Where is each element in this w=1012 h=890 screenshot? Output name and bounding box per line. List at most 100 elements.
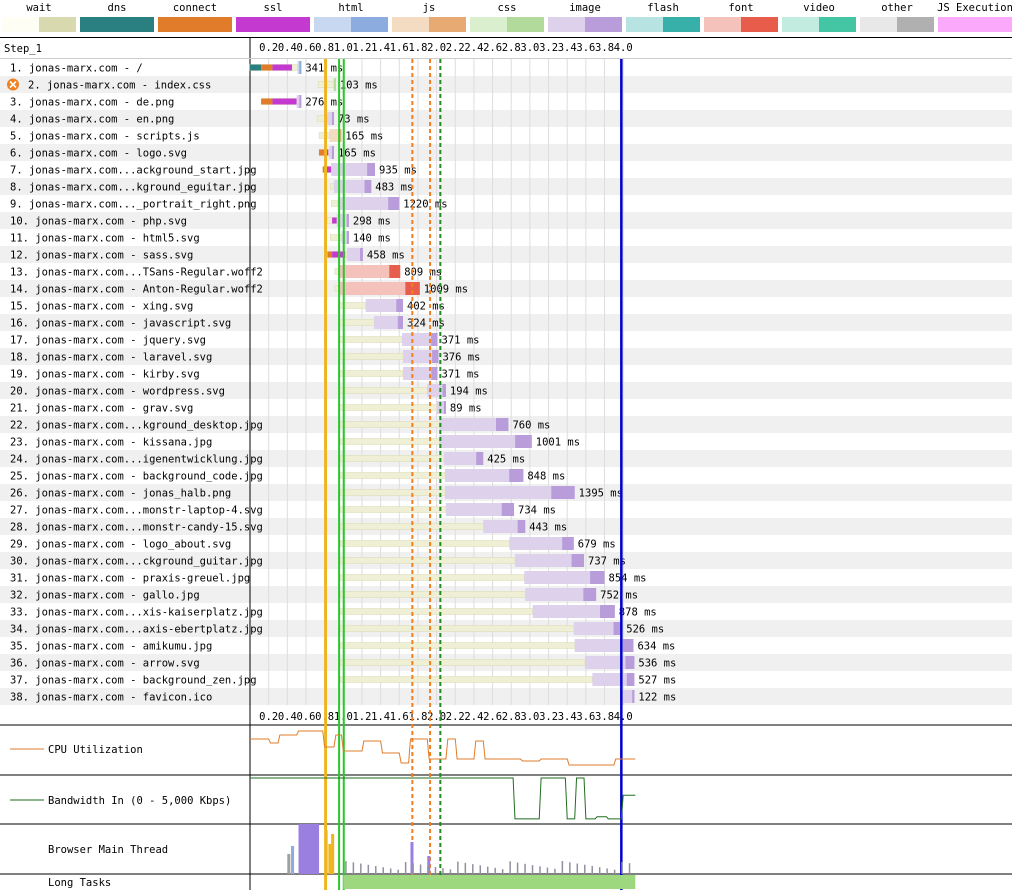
- cpu-series: [250, 730, 636, 766]
- legend-swatch: [704, 17, 778, 32]
- request-row: 15. jonas-marx.com - xing.svg 402 ms: [10, 299, 445, 313]
- request-bar: [622, 690, 635, 703]
- request-bar: [444, 486, 575, 499]
- legend-label: ssl: [263, 2, 283, 14]
- main-thread-spike: [628, 863, 631, 874]
- duration-label: 165 ms: [345, 131, 383, 143]
- main-thread-spike: [287, 854, 291, 874]
- wait-bar: [340, 642, 575, 649]
- wait-bar: [339, 387, 428, 394]
- main-thread-spike: [486, 866, 489, 874]
- request-bar: [347, 248, 363, 261]
- tick-label-bottom: 2.0: [427, 711, 446, 723]
- main-thread-spike: [569, 862, 571, 874]
- main-thread-spike: [531, 865, 534, 874]
- duration-label: 324 ms: [407, 318, 445, 330]
- duration-label: 122 ms: [638, 692, 676, 704]
- main-thread-spike: [613, 869, 616, 874]
- download-bar: [622, 639, 634, 652]
- download-bar: [364, 180, 372, 193]
- download-bar: [331, 146, 334, 159]
- tick-label-top: 3.2: [539, 42, 558, 54]
- download-bar: [590, 571, 605, 584]
- request-row: 19. jonas-marx.com - kirby.svg 371 ms: [10, 367, 479, 381]
- main-thread-spike: [331, 834, 335, 874]
- request-row: 6. jonas-marx.com - logo.svg 165 ms: [10, 146, 376, 160]
- download-bar: [396, 299, 404, 312]
- request-bar: [525, 588, 597, 601]
- row-stripe: [0, 178, 1012, 195]
- request-label: 28. jonas-marx.com...monstr-candy-15.svg: [10, 522, 263, 534]
- request-row: 9. jonas-marx.com..._portrait_right.png 1…: [10, 197, 448, 211]
- legend-swatch: [860, 17, 934, 32]
- download-bar: [600, 605, 615, 618]
- legend: wait dns connect ssl html js css image flash font…: [0, 0, 1012, 34]
- duration-label: 458 ms: [367, 250, 405, 262]
- legend-label: dns: [107, 2, 127, 14]
- step-title: Step_1: [4, 43, 42, 55]
- tick-label-top: 2.4: [464, 42, 483, 54]
- connect-bar: [319, 149, 324, 156]
- legend-swatch: [236, 17, 310, 32]
- main-thread-spike: [479, 865, 482, 874]
- dns-bar: [250, 64, 262, 71]
- legend-label: JS Execution: [937, 2, 1012, 14]
- request-label: 34. jonas-marx.com...axis-ebertplatz.jpg: [10, 624, 263, 636]
- duration-label: 140 ms: [353, 233, 391, 245]
- tick-label-top: 2.0: [427, 42, 446, 54]
- error-icon-x: [9, 80, 17, 89]
- wait-bar: [340, 676, 593, 683]
- legend-item-css: css: [468, 0, 546, 34]
- main-thread-spike: [494, 867, 496, 874]
- legend-label: wait: [26, 2, 52, 14]
- duration-label: 194 ms: [450, 386, 488, 398]
- request-row: 12. jonas-marx.com - sass.svg 458 ms: [10, 248, 405, 262]
- request-bar: [439, 418, 509, 431]
- tick-label-bottom: 4.0: [614, 711, 633, 723]
- main-thread-spike: [546, 867, 549, 874]
- download-bar: [331, 112, 334, 125]
- request-bar: [532, 605, 615, 618]
- request-bar: [341, 231, 349, 244]
- download-bar: [571, 554, 585, 567]
- duration-label: 376 ms: [442, 352, 480, 364]
- request-row: 31. jonas-marx.com - praxis-greuel.jpg 85…: [10, 571, 646, 585]
- request-label: 31. jonas-marx.com - praxis-greuel.jpg: [10, 573, 250, 585]
- tick-label-bottom: 0.2: [259, 711, 278, 723]
- duration-label: 425 ms: [487, 454, 525, 466]
- wait-bar: [340, 557, 516, 564]
- request-row: 17. jonas-marx.com - jquery.svg 371 ms: [10, 333, 479, 347]
- download-bar: [476, 452, 484, 465]
- download-bar: [333, 78, 336, 91]
- request-row: 3. jonas-marx.com - de.png 276 ms: [10, 95, 343, 109]
- duration-label: 526 ms: [626, 624, 664, 636]
- request-bar: [339, 282, 420, 295]
- request-bar: [509, 537, 574, 550]
- request-bar: [331, 163, 376, 176]
- main-thread-spike: [389, 868, 392, 874]
- request-label: 18. jonas-marx.com - laravel.svg: [10, 352, 212, 364]
- main-thread-spike: [591, 865, 593, 874]
- request-row: 13. jonas-marx.com...TSans-Regular.woff2…: [10, 265, 442, 279]
- request-label: 10. jonas-marx.com - php.svg: [10, 216, 187, 228]
- download-bar: [551, 486, 575, 499]
- request-row: 38. jonas-marx.com - favicon.ico 122 ms: [10, 690, 676, 704]
- row-stripe: [0, 110, 1012, 127]
- long-tasks-label: Long Tasks: [48, 877, 111, 889]
- download-bar: [431, 367, 438, 380]
- main-thread-spike: [464, 862, 467, 874]
- request-label: 17. jonas-marx.com - jquery.svg: [10, 335, 206, 347]
- request-bar: [592, 673, 635, 686]
- request-label: 8. jonas-marx.com...kground_eguitar.jpg: [10, 182, 257, 194]
- download-bar: [632, 690, 635, 703]
- main-thread-spike: [539, 866, 541, 874]
- legend-item-connect: connect: [156, 0, 234, 34]
- request-bar: [365, 299, 404, 312]
- wait-bar: [339, 370, 404, 377]
- request-label: 33. jonas-marx.com...xis-kaiserplatz.jpg: [10, 607, 263, 619]
- legend-swatch: [470, 17, 544, 32]
- tick-label-top: 0.4: [278, 42, 297, 54]
- legend-swatch: [80, 17, 154, 32]
- request-label: 3. jonas-marx.com - de.png: [10, 97, 174, 109]
- main-thread-spike: [598, 867, 601, 874]
